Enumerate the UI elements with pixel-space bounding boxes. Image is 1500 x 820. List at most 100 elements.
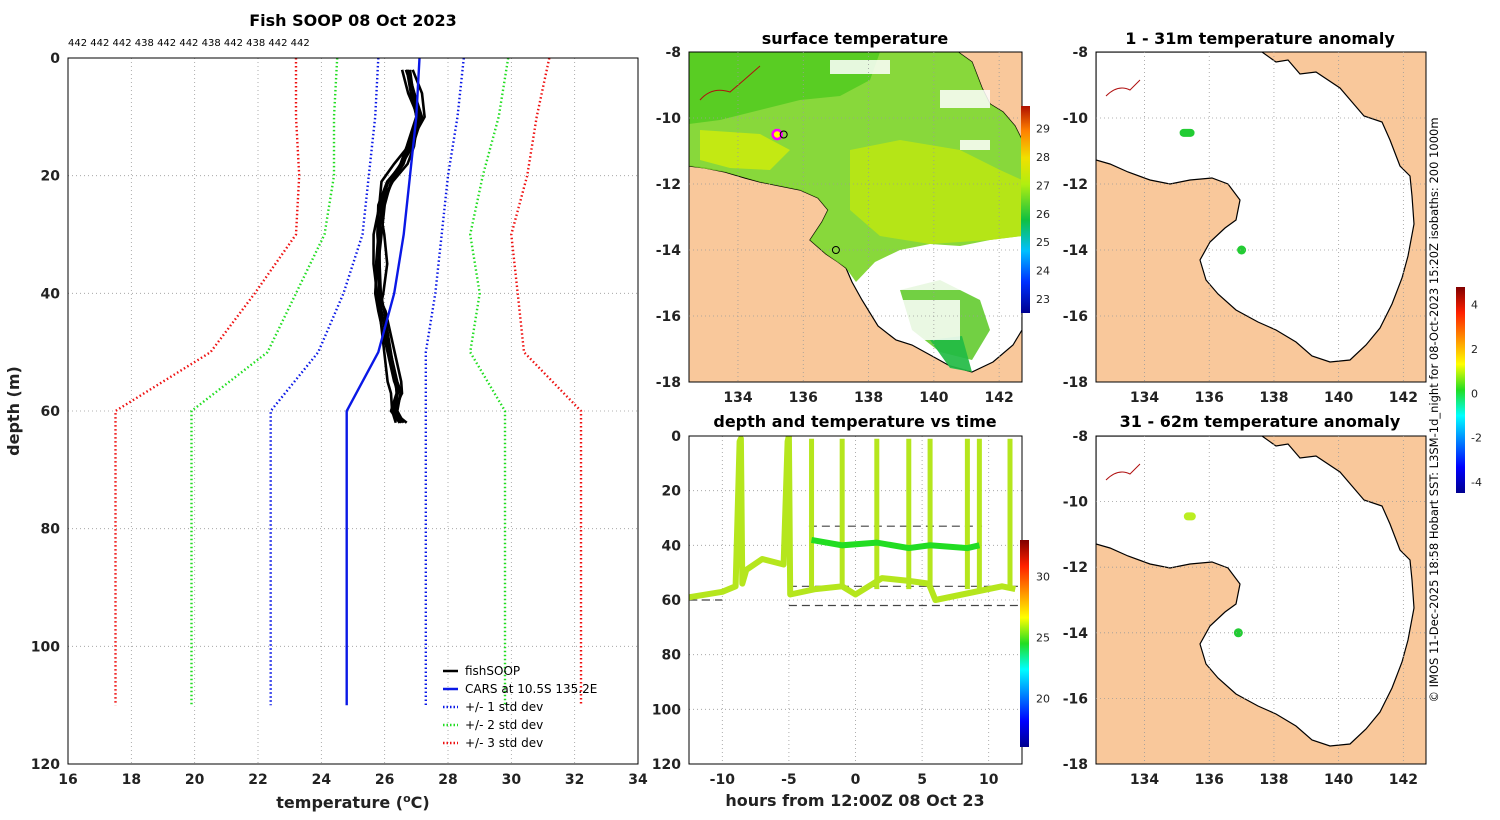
anomaly-2-river: [1105, 463, 1141, 481]
anomaly-map-2-panel: 31 - 62m temperature anomaly 134 136 138 14…: [1063, 412, 1427, 788]
depth-time-ytick-label: 40: [662, 538, 682, 554]
map-lat-label: -10: [656, 111, 682, 127]
profile-xtick-label: 34: [628, 772, 648, 788]
profile-xtick-label: 20: [185, 772, 205, 788]
profile-xtick-label: 26: [375, 772, 394, 788]
anomaly-2-point: [1233, 628, 1243, 638]
map-lat-label: -14: [656, 243, 682, 259]
anomaly-1-point: [1237, 245, 1247, 255]
depth-time-ytick-label: 80: [662, 648, 682, 664]
sst-observation-marker: [771, 128, 783, 141]
map-lon-label: 140: [919, 390, 948, 406]
profile-xtick-label: 30: [502, 772, 522, 788]
sst-colorbar-ticks: 23 24 25 26 27 28 29: [1036, 123, 1050, 306]
depth-time-ytick-label: 20: [662, 484, 682, 500]
profile-std-low-line: [269, 58, 380, 706]
anomaly-colorbar: [1456, 287, 1465, 493]
legend-entry: fishSOOP: [465, 664, 520, 678]
anomaly-2-points: [1183, 512, 1243, 638]
profile-std-low-line: [114, 58, 301, 706]
anomaly-1-ocean: [1096, 52, 1415, 363]
depth-time-xtick-label: 5: [917, 772, 927, 788]
credit-text: © IMOS 11-Dec-2025 18:58 Hobart SST: L3S…: [1427, 117, 1441, 702]
anomaly-2-point: [1183, 512, 1196, 521]
sst-nodata-patch: [830, 60, 890, 74]
map-lat-label: -14: [1063, 243, 1089, 259]
depth-time-title: depth and temperature vs time: [713, 412, 996, 431]
anomaly-1-points: [1179, 128, 1247, 255]
depth-time-colorbar-label: 25: [1036, 631, 1050, 644]
map-lat-label: -16: [656, 309, 681, 325]
depth-time-xtick-label: 10: [979, 772, 999, 788]
depth-time-ytick-label: 60: [662, 593, 682, 609]
depth-time-colorbar-label: 30: [1036, 571, 1050, 584]
map-lon-label: 134: [1130, 390, 1159, 406]
anomaly-map-2-title: 31 - 62m temperature anomaly: [1120, 412, 1401, 431]
profile-ytick-label: 0: [50, 51, 60, 67]
profile-ytick-label: 60: [41, 404, 61, 420]
anomaly-map-2-area: [1096, 436, 1426, 764]
depth-time-colorbar-label: 20: [1036, 692, 1050, 705]
map-lat-label: -16: [1063, 309, 1088, 325]
sst-colorbar-label: 24: [1036, 264, 1050, 277]
anomaly-map-2-ticks: 134 136 138 140 142 -8 -10 -12 -14 -16 -18: [1063, 429, 1426, 788]
profile-legend: fishSOOP CARS at 10.5S 135.2E +/- 1 std de…: [443, 664, 597, 750]
profile-grid: [68, 58, 638, 764]
depth-time-colorbar-ticks: 20 25 30: [1036, 571, 1050, 706]
map-lat-label: -10: [1063, 111, 1089, 127]
anomaly-1-river: [1105, 79, 1141, 97]
depth-time-track-line: [689, 436, 1016, 603]
depth-time-panel: depth and temperature vs time -10 -5 0 5 100…: [652, 412, 1050, 810]
profile-xtick-label: 18: [122, 772, 141, 788]
profile-fishsoop-line: [374, 69, 418, 424]
anomaly-colorbar-label: -2: [1471, 432, 1482, 445]
anomaly-map-1-panel: 1 - 31m temperature anomaly 134 136 138 140…: [1063, 29, 1427, 406]
map-lat-label: -12: [656, 177, 681, 193]
sst-colorbar-label: 23: [1036, 293, 1050, 306]
profile-series: [114, 58, 583, 706]
map-lon-label: 134: [723, 390, 752, 406]
sst-colorbar-label: 26: [1036, 208, 1050, 221]
sensor-id-labels: 442 442 442 438 442 442 438 442 438 442 …: [68, 38, 310, 49]
profile-xlabel: temperature (oC): [276, 792, 429, 812]
profile-fishsoop-line: [377, 69, 426, 424]
anomaly-colorbar-label: 4: [1471, 299, 1478, 312]
profile-std-high-line: [510, 58, 583, 706]
map-lat-label: -12: [1063, 560, 1088, 576]
depth-time-ytick-label: 0: [671, 429, 681, 445]
map-lat-label: -10: [1063, 495, 1089, 511]
sst-map-area: [689, 52, 1022, 382]
sst-colorbar-label: 28: [1036, 151, 1050, 164]
anomaly-colorbar-label: 0: [1471, 387, 1478, 400]
profile-ytick-label: 80: [41, 522, 61, 538]
depth-time-ytick-label: 120: [652, 757, 681, 773]
sst-nodata-patch: [880, 260, 970, 290]
legend-entry: CARS at 10.5S 135.2E: [465, 682, 597, 696]
map-lat-label: -12: [1063, 177, 1088, 193]
depth-time-xtick-label: -5: [781, 772, 797, 788]
map-lon-label: 142: [1389, 772, 1418, 788]
depth-time-track: [689, 436, 1022, 607]
anomaly-map-1-box: [1095, 51, 1427, 383]
profile-panel: Fish SOOP 08 Oct 2023 442 442 442 438 44…: [4, 11, 648, 812]
map-lon-label: 140: [1324, 390, 1353, 406]
depth-time-ytick-label: 100: [652, 702, 681, 718]
depth-time-mid-track: [810, 536, 981, 552]
anomaly-map-2-box: [1095, 435, 1427, 765]
anomaly-map-1-ticks: 134 136 138 140 142 -8 -10 -12 -14 -16 -18: [1063, 45, 1426, 406]
sst-observation-points: [771, 128, 840, 254]
map-lat-label: -8: [1072, 429, 1088, 445]
legend-entry: +/- 2 std dev: [465, 718, 543, 732]
map-lon-label: 138: [854, 390, 883, 406]
sst-observation-marker: [779, 130, 788, 139]
anomaly-colorbar-ticks: -4 -2 0 2 4: [1471, 299, 1482, 489]
profile-axes-box: [67, 57, 639, 765]
sst-map-panel: surface temperature 134 136 138 140 142 -8 -10…: [656, 29, 1050, 406]
map-lon-label: 136: [789, 390, 818, 406]
profile-std-high-line: [424, 58, 465, 706]
sst-river-line: [699, 65, 761, 101]
depth-time-xtick-label: 0: [851, 772, 861, 788]
profile-ytick-label: 20: [41, 169, 61, 185]
